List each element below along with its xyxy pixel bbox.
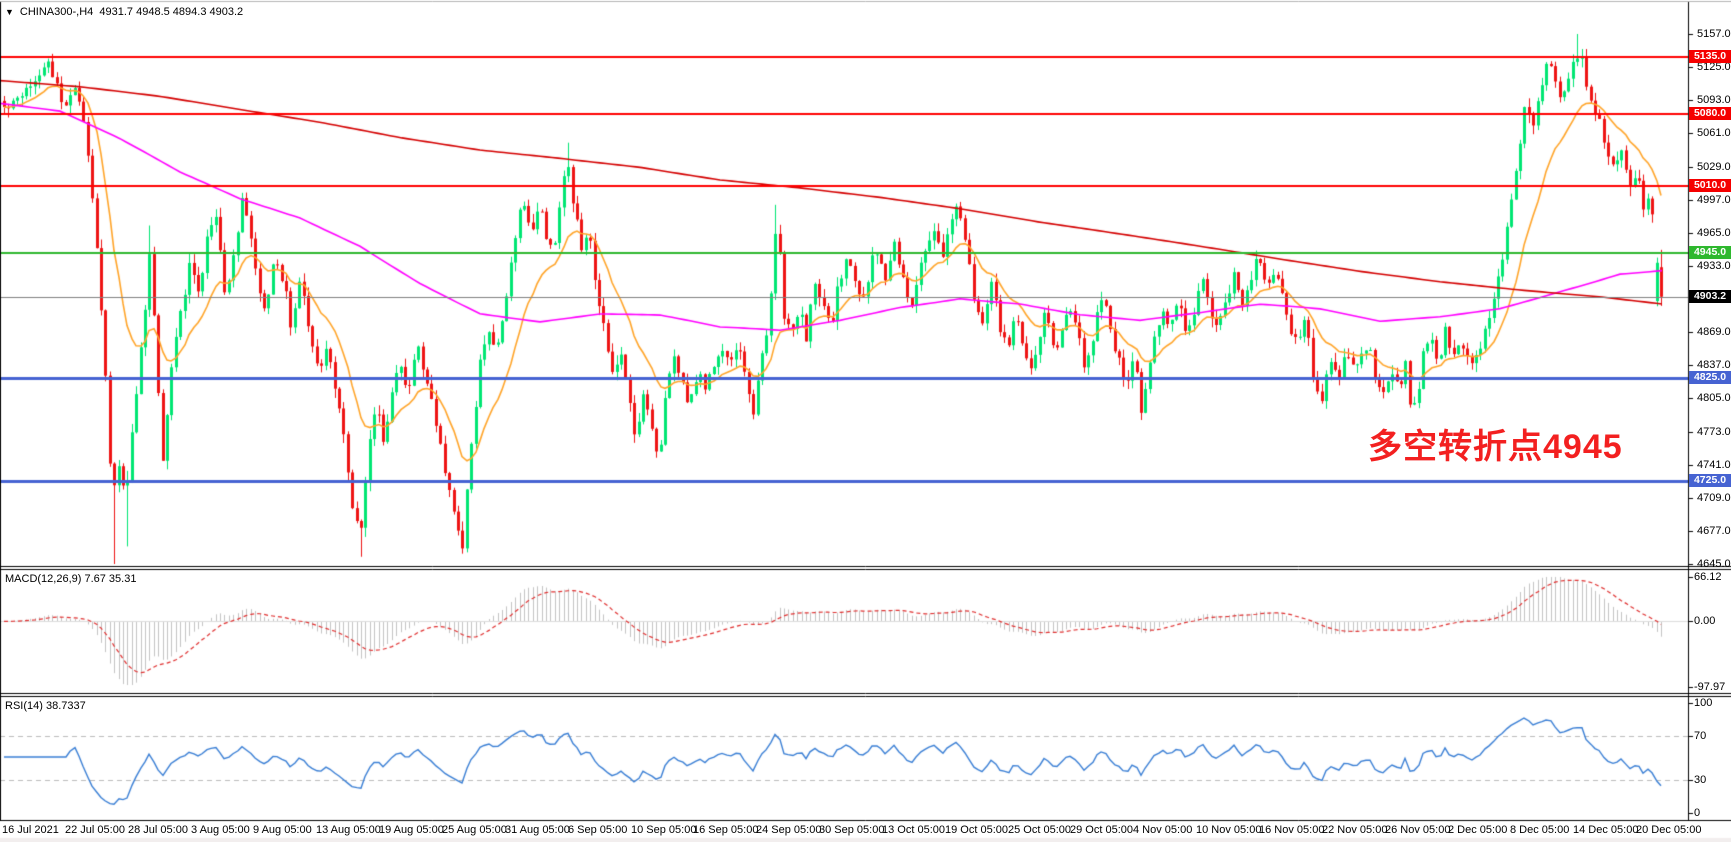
date-label: 19 Oct 05:00 xyxy=(945,824,1008,836)
date-label: 20 Dec 05:00 xyxy=(1636,824,1702,836)
date-label: 10 Sep 05:00 xyxy=(631,824,697,836)
symbol-dropdown-icon[interactable]: ▼ xyxy=(5,7,14,17)
price-badge-5010.0: 5010.0 xyxy=(1689,179,1731,192)
date-label: 4 Nov 05:00 xyxy=(1133,824,1193,836)
date-label: 22 Jul 05:00 xyxy=(65,824,125,836)
date-label: 9 Aug 05:00 xyxy=(253,824,312,836)
date-label: 2 Dec 05:00 xyxy=(1448,824,1508,836)
current-price-badge: 4903.2 xyxy=(1689,290,1731,303)
date-label: 22 Nov 05:00 xyxy=(1322,824,1388,836)
date-label: 14 Dec 05:00 xyxy=(1573,824,1639,836)
chart-title-bar: ▼ CHINA300-,H4 4931.7 4948.5 4894.3 4903.… xyxy=(5,6,243,18)
price-tick-label: 4645.0 xyxy=(1697,558,1731,570)
date-label: 8 Dec 05:00 xyxy=(1510,824,1570,836)
symbol-timeframe-label: CHINA300-,H4 xyxy=(19,6,94,18)
price-tick-label: 4741.0 xyxy=(1697,459,1731,471)
price-tick-label: 5093.0 xyxy=(1697,94,1731,106)
macd-tick-label: 0.00 xyxy=(1694,615,1716,627)
macd-tick-label: -97.97 xyxy=(1694,681,1726,693)
price-tick-label: 4837.0 xyxy=(1697,359,1731,371)
date-label: 13 Aug 05:00 xyxy=(316,824,381,836)
date-label: 30 Sep 05:00 xyxy=(819,824,885,836)
price-tick-label: 5061.0 xyxy=(1697,127,1731,139)
date-label: 16 Jul 2021 xyxy=(2,824,59,836)
price-badge-4945.0: 4945.0 xyxy=(1689,246,1731,259)
date-label: 13 Oct 05:00 xyxy=(882,824,945,836)
date-label: 19 Aug 05:00 xyxy=(379,824,444,836)
macd-indicator-label: MACD(12,26,9) 7.67 35.31 xyxy=(5,573,137,585)
date-label: 6 Sep 05:00 xyxy=(568,824,628,836)
date-label: 24 Sep 05:00 xyxy=(756,824,822,836)
price-tick-label: 5157.0 xyxy=(1697,28,1731,40)
price-badge-5135.0: 5135.0 xyxy=(1689,50,1731,63)
price-tick-label: 4997.0 xyxy=(1697,194,1731,206)
date-label: 26 Nov 05:00 xyxy=(1385,824,1451,836)
price-tick-label: 4773.0 xyxy=(1697,426,1731,438)
pivot-annotation-text: 多空转折点4945 xyxy=(1368,428,1623,466)
price-tick-label: 4965.0 xyxy=(1697,227,1731,239)
price-badge-5080.0: 5080.0 xyxy=(1689,107,1731,120)
price-tick-label: 4709.0 xyxy=(1697,492,1731,504)
date-label: 25 Oct 05:00 xyxy=(1008,824,1071,836)
date-label: 25 Aug 05:00 xyxy=(442,824,507,836)
price-tick-label: 5125.0 xyxy=(1697,61,1731,73)
price-tick-label: 4933.0 xyxy=(1697,260,1731,272)
date-label: 28 Jul 05:00 xyxy=(128,824,188,836)
date-label: 29 Oct 05:00 xyxy=(1070,824,1133,836)
date-label: 3 Aug 05:00 xyxy=(191,824,250,836)
rsi-indicator-label: RSI(14) 38.7337 xyxy=(5,700,86,712)
rsi-tick-label: 0 xyxy=(1694,807,1701,819)
rsi-tick-label: 70 xyxy=(1694,730,1707,742)
price-tick-label: 5029.0 xyxy=(1697,161,1731,173)
ohlc-readout: 4931.7 4948.5 4894.3 4903.2 xyxy=(99,6,244,18)
rsi-tick-label: 100 xyxy=(1694,697,1713,709)
price-badge-4825.0: 4825.0 xyxy=(1689,371,1731,384)
macd-tick-label: 66.12 xyxy=(1694,571,1722,583)
date-label: 16 Sep 05:00 xyxy=(693,824,759,836)
price-badge-4725.0: 4725.0 xyxy=(1689,474,1731,487)
price-tick-label: 4677.0 xyxy=(1697,525,1731,537)
rsi-tick-label: 30 xyxy=(1694,774,1707,786)
date-label: 10 Nov 05:00 xyxy=(1196,824,1262,836)
date-label: 16 Nov 05:00 xyxy=(1259,824,1325,836)
date-label: 31 Aug 05:00 xyxy=(505,824,570,836)
price-tick-label: 4805.0 xyxy=(1697,392,1731,404)
price-tick-label: 4869.0 xyxy=(1697,326,1731,338)
